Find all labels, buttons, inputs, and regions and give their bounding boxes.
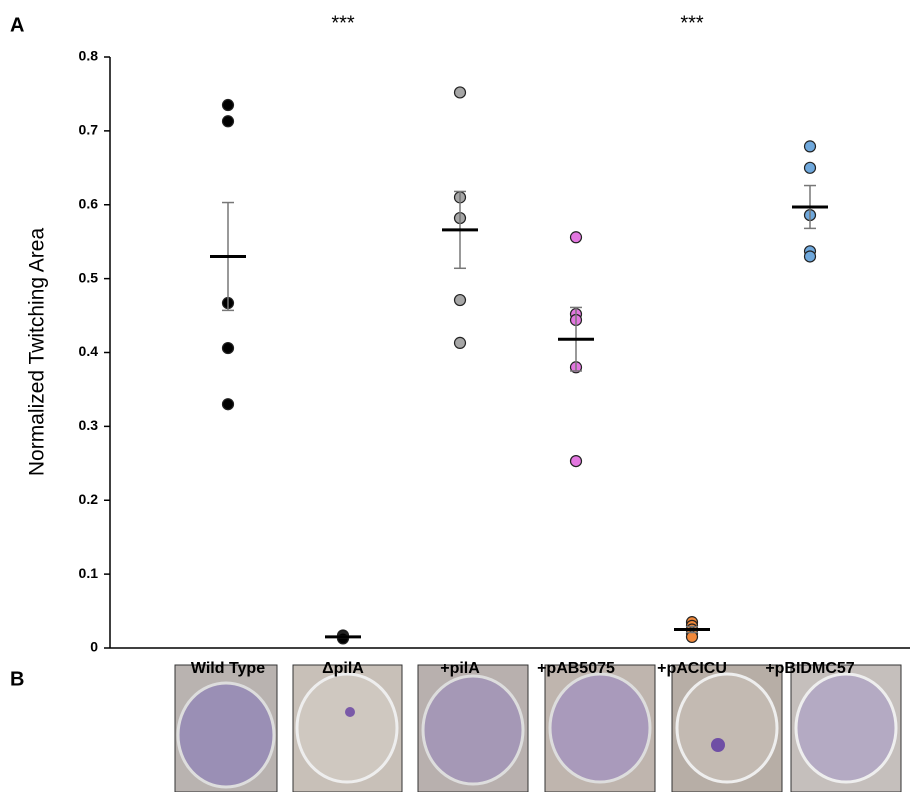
data-point [453, 336, 467, 349]
x-tick-label: ΔpilA [322, 660, 364, 677]
data-point [221, 341, 235, 355]
data-point [453, 293, 467, 307]
y-axis-label: Normalized Twitching Area [26, 228, 49, 477]
x-tick-label: Wild Type [191, 660, 265, 677]
panel-label: B [10, 668, 24, 690]
data-point [221, 398, 235, 411]
plate-photos [174, 664, 902, 792]
y-tick-label: 0.7 [79, 122, 99, 138]
data-point [453, 86, 467, 99]
y-tick-label: 0.5 [79, 269, 99, 285]
data-point [221, 98, 235, 112]
data-point [569, 231, 583, 244]
y-tick-label: 0.8 [79, 48, 99, 64]
y-tick-label: 0 [90, 639, 98, 655]
data-point [221, 115, 235, 128]
significance-label: *** [331, 12, 355, 34]
x-tick-label: +pAB5075 [537, 660, 615, 677]
data-point [803, 161, 817, 174]
y-tick-label: 0.4 [79, 343, 99, 359]
x-tick-label: +pBIDMC57 [765, 660, 854, 677]
data-point [569, 454, 583, 468]
data-point [803, 250, 817, 263]
y-tick-label: 0.1 [79, 565, 99, 581]
x-tick-label: +pACICU [657, 660, 727, 677]
y-tick-label: 0.3 [79, 417, 99, 433]
y-tick-label: 0.2 [79, 491, 99, 507]
significance-label: *** [680, 12, 704, 34]
y-tick-label: 0.6 [79, 195, 99, 211]
panel-label: A [10, 14, 24, 36]
x-tick-label: +pilA [440, 660, 480, 677]
data-point [803, 140, 817, 153]
